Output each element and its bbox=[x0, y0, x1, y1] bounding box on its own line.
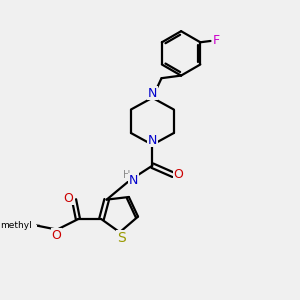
Text: methyl: methyl bbox=[35, 224, 40, 225]
Text: H: H bbox=[123, 170, 130, 180]
Text: S: S bbox=[117, 231, 125, 245]
Text: N: N bbox=[129, 173, 138, 187]
Text: F: F bbox=[213, 34, 220, 47]
Text: O: O bbox=[63, 192, 73, 205]
Text: N: N bbox=[148, 87, 157, 100]
Text: O: O bbox=[173, 168, 183, 181]
Text: O: O bbox=[52, 229, 61, 242]
Text: methyl: methyl bbox=[0, 221, 32, 230]
Text: N: N bbox=[148, 134, 157, 147]
